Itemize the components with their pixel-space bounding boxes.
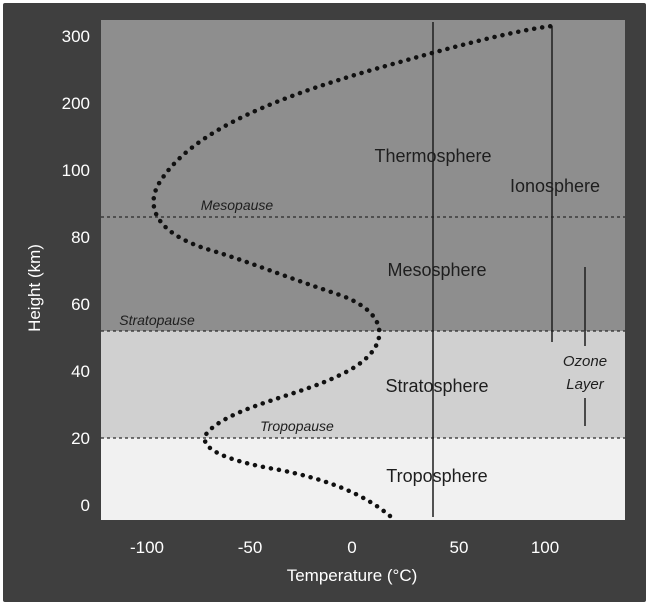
y-tick-40: 40: [71, 362, 90, 381]
label-ionosphere: Ionosphere: [510, 176, 600, 196]
x-axis-title: Temperature (°C): [287, 566, 418, 585]
label-ozone-line2: Layer: [566, 376, 605, 393]
y-tick-20: 20: [71, 429, 90, 448]
band-troposphere: [101, 438, 625, 520]
x-tick-50: 50: [450, 538, 469, 557]
x-tick-0: 0: [347, 538, 356, 557]
band-thermosphere: [101, 20, 625, 217]
label-tropopause: Tropopause: [260, 418, 334, 434]
y-tick-200: 200: [62, 94, 90, 113]
band-mesosphere: [101, 217, 625, 331]
y-tick-80: 80: [71, 228, 90, 247]
label-mesopause: Mesopause: [201, 197, 274, 213]
label-ozone-line1: Ozone: [563, 353, 607, 370]
label-stratosphere: Stratosphere: [385, 376, 488, 396]
x-tick-minus50: -50: [238, 538, 263, 557]
y-tick-60: 60: [71, 295, 90, 314]
x-tick-100: 100: [531, 538, 559, 557]
temperature-curve: [151, 23, 555, 519]
label-mesosphere: Mesosphere: [387, 260, 486, 280]
ozone-label-bg: [560, 346, 612, 398]
y-axis-title: Height (km): [25, 244, 44, 332]
y-tick-0: 0: [81, 496, 90, 515]
band-stratosphere: [101, 331, 625, 438]
y-tick-100: 100: [62, 161, 90, 180]
label-stratopause: Stratopause: [119, 312, 195, 328]
y-tick-300: 300: [62, 27, 90, 46]
x-tick-minus100: -100: [130, 538, 164, 557]
label-thermosphere: Thermosphere: [374, 146, 491, 166]
label-troposphere: Troposphere: [386, 466, 487, 486]
